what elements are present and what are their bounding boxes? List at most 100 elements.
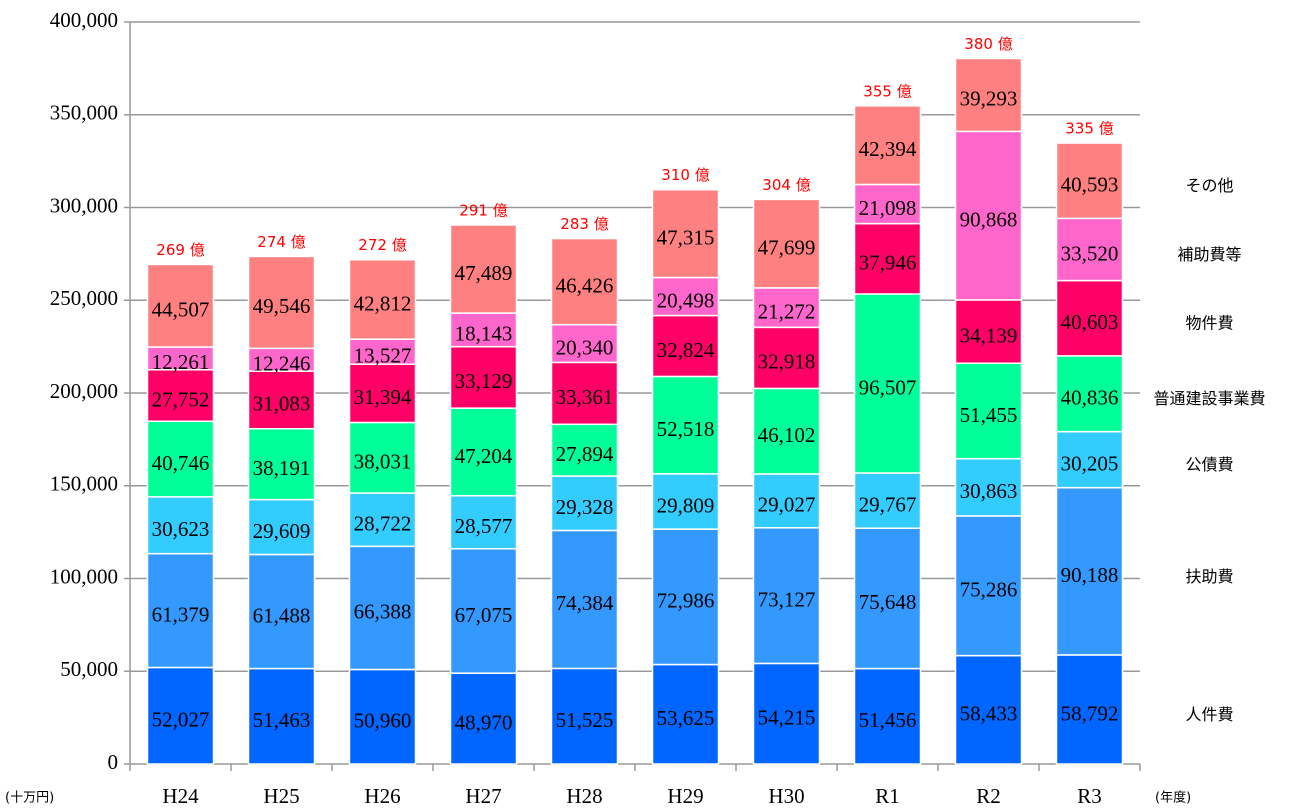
data-label: 34,139 <box>960 323 1018 347</box>
bar-segment <box>348 363 417 424</box>
data-label: 40,836 <box>1061 386 1119 410</box>
bar-segment <box>449 224 518 314</box>
bar-segment <box>449 312 518 348</box>
data-label: 33,129 <box>455 369 513 393</box>
data-label: 29,609 <box>253 519 311 543</box>
data-label: 46,102 <box>758 423 816 447</box>
x-tick-label: H24 <box>162 784 199 808</box>
bar-segment <box>954 654 1023 765</box>
data-label: 49,546 <box>253 294 311 318</box>
bar-segment <box>1055 430 1124 489</box>
data-label: 75,648 <box>859 590 917 614</box>
data-label: 38,191 <box>253 456 311 480</box>
data-label: 61,379 <box>152 602 210 626</box>
bar-segment <box>752 287 821 329</box>
total-label: 310 億 <box>661 166 709 184</box>
bar-segment <box>752 198 821 289</box>
data-label: 31,394 <box>354 385 412 409</box>
data-label: 52,518 <box>657 417 715 441</box>
total-label: 283 億 <box>560 215 608 233</box>
bar-segment <box>954 130 1023 301</box>
bar-segment <box>651 188 720 279</box>
data-label: 30,623 <box>152 517 210 541</box>
y-tick-label: 100,000 <box>50 564 118 588</box>
bar-segment <box>550 529 619 670</box>
data-label: 27,894 <box>556 442 614 466</box>
data-label: 40,603 <box>1061 310 1119 334</box>
legend-label: 人件費 <box>1185 705 1233 724</box>
total-label: 274 億 <box>257 233 305 251</box>
bar-segment <box>1055 279 1124 357</box>
data-label: 74,384 <box>556 591 614 615</box>
data-label: 33,361 <box>556 385 614 409</box>
data-label: 30,863 <box>960 479 1018 503</box>
bar-segment <box>853 105 922 186</box>
bar-segment <box>853 667 922 765</box>
data-label: 20,340 <box>556 335 614 359</box>
legend-label: 公債費 <box>1185 455 1233 474</box>
data-label: 21,272 <box>758 299 816 323</box>
data-label: 75,286 <box>960 578 1018 602</box>
bar-segment <box>449 547 518 674</box>
data-label: 28,722 <box>354 511 412 535</box>
bar-segment <box>146 666 215 765</box>
bar-segment <box>752 527 821 665</box>
data-label: 29,328 <box>556 495 614 519</box>
bar-segment <box>348 545 417 671</box>
data-label: 46,426 <box>556 273 614 297</box>
data-label: 52,027 <box>152 708 210 732</box>
x-tick-label: H26 <box>364 784 400 808</box>
data-label: 58,792 <box>1061 701 1119 725</box>
data-label: 29,027 <box>758 493 816 517</box>
data-label: 61,488 <box>253 603 311 627</box>
bar-segment <box>247 553 316 670</box>
bar-segment <box>954 299 1023 365</box>
bar-segment <box>449 494 518 550</box>
data-label: 90,188 <box>1061 563 1119 587</box>
data-label: 90,868 <box>960 207 1018 231</box>
data-label: 42,812 <box>354 291 412 315</box>
data-label: 39,293 <box>960 87 1018 111</box>
data-label: 72,986 <box>657 589 715 613</box>
data-label: 38,031 <box>354 450 412 474</box>
total-label: 355 億 <box>863 82 911 100</box>
bar-segment <box>146 552 215 669</box>
x-tick-label: H27 <box>465 784 501 808</box>
bar-segment <box>247 370 316 430</box>
total-label: 335 億 <box>1065 120 1113 138</box>
data-label: 13,527 <box>354 344 412 368</box>
x-tick-label: H28 <box>566 784 602 808</box>
data-label: 51,525 <box>556 708 614 732</box>
bar-segment <box>247 667 316 765</box>
data-label: 50,960 <box>354 709 412 733</box>
data-label: 31,083 <box>253 392 311 416</box>
data-label: 53,625 <box>657 706 715 730</box>
y-tick-label: 50,000 <box>60 657 118 681</box>
bar-segment <box>550 237 619 326</box>
x-tick-label: R1 <box>875 784 900 808</box>
total-label: 272 億 <box>358 236 406 254</box>
data-label: 51,463 <box>253 708 311 732</box>
bar-segment <box>449 407 518 497</box>
total-label: 304 億 <box>762 176 810 194</box>
total-label: 380 億 <box>964 35 1012 53</box>
bar-segment <box>146 496 215 555</box>
data-label: 73,127 <box>758 587 816 611</box>
legend-label: 補助費等 <box>1177 245 1241 264</box>
data-label: 47,315 <box>657 225 715 249</box>
bar-segment <box>651 473 720 530</box>
y-tick-label: 200,000 <box>50 379 118 403</box>
bar-segment <box>1055 142 1124 220</box>
y-tick-label: 150,000 <box>50 472 118 496</box>
bar-segment <box>146 263 215 348</box>
x-tick-label: R2 <box>976 784 1001 808</box>
bar-segment <box>651 314 720 378</box>
data-label: 12,261 <box>152 350 210 374</box>
bar-segment <box>1055 486 1124 656</box>
bar-segment <box>348 421 417 494</box>
data-label: 12,246 <box>253 352 311 376</box>
y-unit-label: (十万円) <box>5 791 54 806</box>
bar-segment <box>550 423 619 477</box>
legend-label: その他 <box>1185 176 1233 195</box>
